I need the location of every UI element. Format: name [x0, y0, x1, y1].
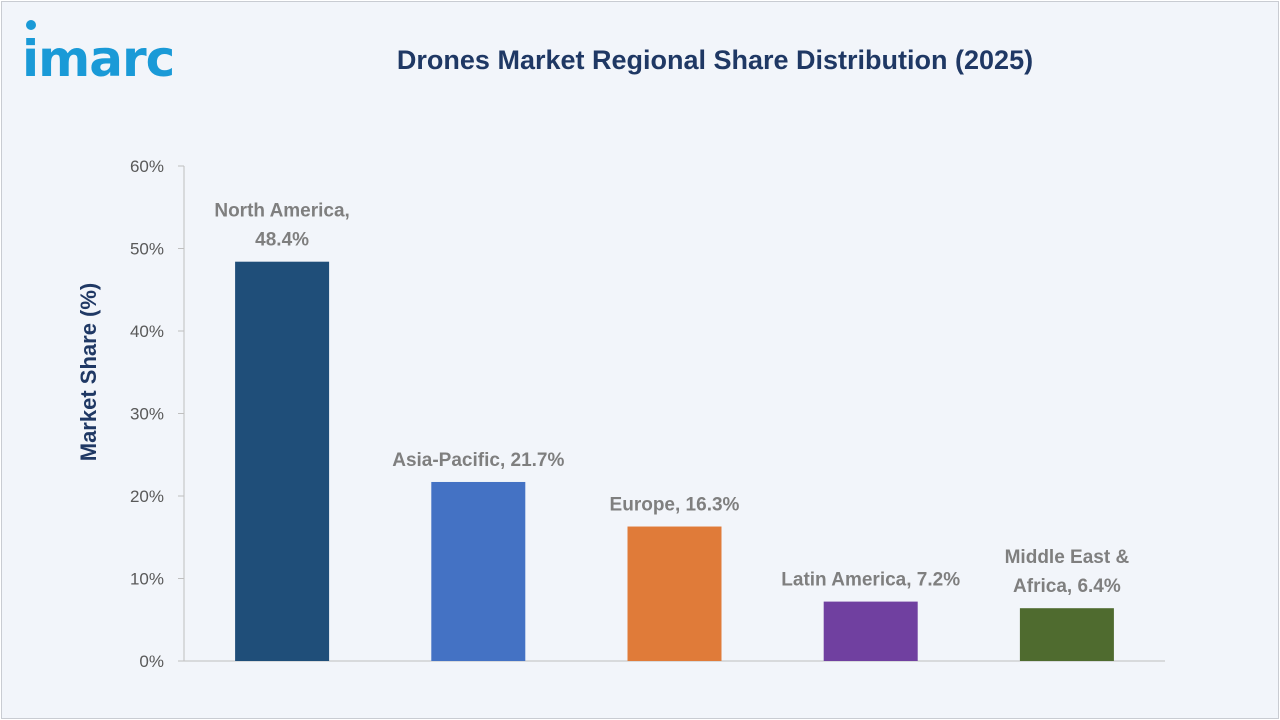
- bar-data-label: Latin America, 7.2%: [781, 570, 960, 591]
- bar: [431, 481, 526, 661]
- y-tick-label: 20%: [130, 487, 164, 506]
- bar-data-label: 48.4%: [255, 230, 309, 251]
- bar-data-label: Middle East &: [1005, 547, 1130, 568]
- imarc-logo: imarc: [22, 20, 175, 82]
- bar-data-label: Asia-Pacific, 21.7%: [392, 450, 564, 471]
- bars: [235, 261, 1114, 661]
- bar-data-label: Africa, 6.4%: [1013, 576, 1121, 597]
- chart-title: Drones Market Regional Share Distributio…: [396, 45, 1034, 75]
- y-tick-label: 50%: [130, 240, 164, 259]
- bar: [627, 526, 722, 661]
- bar-data-label: North America,: [214, 201, 350, 222]
- data-labels: North America, 48.4% Asia-Pacific, 21.7% Eu…: [214, 201, 1129, 598]
- y-tick-label: 10%: [130, 570, 164, 589]
- y-axis-ticks: 0% 10% 20% 30% 40% 50% 60%: [130, 157, 184, 671]
- bar: [823, 601, 918, 661]
- logo-dot: [26, 20, 36, 30]
- y-tick-label: 60%: [130, 157, 164, 176]
- bar: [235, 261, 330, 661]
- y-axis-label: Market Share (%): [76, 283, 101, 462]
- logo-text: imarc: [22, 30, 174, 82]
- y-tick-label: 0%: [139, 652, 164, 671]
- bar: [1019, 608, 1114, 661]
- y-tick-label: 40%: [130, 322, 164, 341]
- y-tick-label: 30%: [130, 405, 164, 424]
- bar-data-label: Europe, 16.3%: [610, 495, 740, 516]
